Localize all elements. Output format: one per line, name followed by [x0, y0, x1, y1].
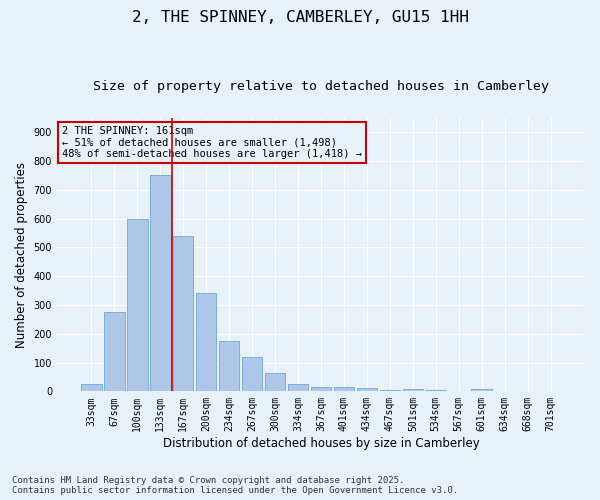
Text: 2, THE SPINNEY, CAMBERLEY, GU15 1HH: 2, THE SPINNEY, CAMBERLEY, GU15 1HH	[131, 10, 469, 25]
Bar	[425, 390, 446, 392]
Bar	[403, 389, 423, 392]
Y-axis label: Number of detached properties: Number of detached properties	[15, 162, 28, 348]
Bar	[334, 387, 354, 392]
Bar	[242, 357, 262, 392]
Bar	[196, 294, 217, 392]
Bar	[173, 236, 193, 392]
Bar	[150, 176, 170, 392]
Bar	[356, 388, 377, 392]
Title: Size of property relative to detached houses in Camberley: Size of property relative to detached ho…	[93, 80, 549, 93]
Bar	[219, 341, 239, 392]
Bar	[311, 387, 331, 392]
Bar	[287, 384, 308, 392]
Bar	[127, 218, 148, 392]
Text: Contains HM Land Registry data © Crown copyright and database right 2025.
Contai: Contains HM Land Registry data © Crown c…	[12, 476, 458, 495]
Bar	[81, 384, 101, 392]
Bar	[472, 389, 492, 392]
X-axis label: Distribution of detached houses by size in Camberley: Distribution of detached houses by size …	[163, 437, 479, 450]
Bar	[104, 312, 125, 392]
Text: 2 THE SPINNEY: 161sqm
← 51% of detached houses are smaller (1,498)
48% of semi-d: 2 THE SPINNEY: 161sqm ← 51% of detached …	[62, 126, 362, 159]
Bar	[265, 372, 286, 392]
Bar	[380, 390, 400, 392]
